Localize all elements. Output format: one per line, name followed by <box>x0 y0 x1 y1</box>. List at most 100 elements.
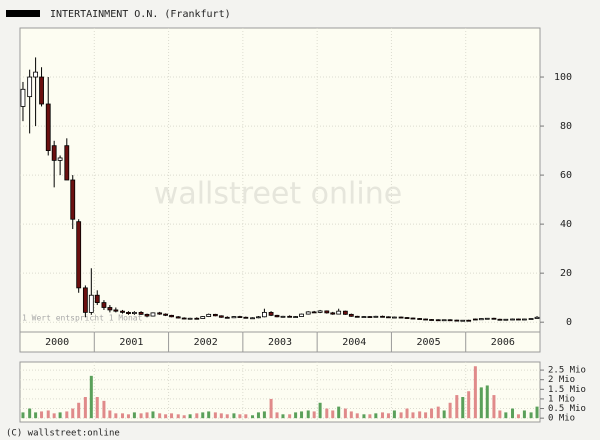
volume-bar <box>535 406 539 419</box>
volume-bar <box>461 397 465 419</box>
volume-tick-label: 2 Mio <box>548 375 575 385</box>
volume-tick-label: 1 Mio <box>548 394 575 404</box>
candle-body <box>287 315 293 318</box>
volume-bar <box>485 385 489 419</box>
volume-bar <box>46 410 50 419</box>
candle-body <box>348 313 354 317</box>
volume-bar <box>374 413 378 419</box>
volume-bar <box>281 414 285 419</box>
volume-bar <box>442 410 446 419</box>
y-tick-label: 80 <box>560 121 572 132</box>
candle-body <box>218 315 224 318</box>
footer: (C) wallstreet:online <box>6 429 120 439</box>
x-tick-label: 2000 <box>45 337 69 348</box>
x-tick-label: 2002 <box>194 337 218 348</box>
candle-body <box>150 312 156 317</box>
candle-body <box>491 317 497 320</box>
candle-body <box>194 317 200 320</box>
volume-bar <box>251 415 255 419</box>
volume-bar <box>164 414 168 419</box>
volume-bar <box>40 411 44 419</box>
candle-body <box>157 312 163 315</box>
candle-body <box>256 316 261 319</box>
legend-icon <box>6 10 40 17</box>
candle-body <box>131 311 137 315</box>
candle-body <box>200 316 206 319</box>
candle-body <box>82 287 88 313</box>
volume-bar <box>256 412 260 419</box>
volume-bar <box>52 413 56 419</box>
candle-body <box>20 88 26 107</box>
candle-body <box>187 317 193 320</box>
volume-bar <box>151 411 155 419</box>
volume-bar <box>232 413 236 419</box>
candle-body <box>503 318 509 321</box>
volume-bar <box>381 412 385 419</box>
y-tick-label: 0 <box>566 317 572 328</box>
volume-bar <box>89 375 93 419</box>
volume-bar <box>522 410 526 419</box>
candle-body <box>398 316 404 319</box>
y-tick-label: 20 <box>560 268 572 279</box>
volume-panel <box>19 361 541 423</box>
volume-bar <box>188 414 192 419</box>
volume-bar <box>145 412 149 419</box>
candle-body <box>39 76 44 105</box>
candle-body <box>94 294 100 303</box>
candle-body <box>175 316 181 319</box>
price-panel <box>19 27 541 333</box>
volume-bar <box>504 412 508 419</box>
x-tick-label: 2005 <box>417 337 441 348</box>
candle-body <box>484 317 490 320</box>
candle-body <box>534 316 540 319</box>
candle-body <box>305 311 311 315</box>
candle-body <box>435 319 441 322</box>
volume-bar <box>108 410 112 419</box>
volume-bar <box>436 406 440 419</box>
volume-bar <box>430 408 434 419</box>
x-tick-label: 2001 <box>119 337 143 348</box>
volume-bar <box>77 402 81 419</box>
candle-body <box>367 316 373 318</box>
candle-body <box>126 311 131 315</box>
candle-body <box>237 316 243 318</box>
volume-bar <box>83 397 87 419</box>
candle-body <box>107 307 113 311</box>
volume-bar <box>306 410 310 419</box>
y-tick-label: 40 <box>560 219 572 230</box>
volume-tick-label: 2.5 Mio <box>548 366 586 376</box>
volume-bar <box>34 412 38 419</box>
candle-body <box>317 310 323 313</box>
x-tick-label: 2004 <box>342 337 366 348</box>
volume-bar <box>325 408 329 419</box>
candle-body <box>478 318 484 321</box>
candle-body <box>386 316 391 319</box>
candle-body <box>522 318 527 321</box>
candle-body <box>231 316 237 319</box>
candle-body <box>243 316 249 319</box>
volume-bar <box>386 413 390 419</box>
watermark: wallstreet online <box>154 177 402 212</box>
volume-bar <box>479 387 483 419</box>
volume-bar <box>343 408 347 419</box>
volume-bar <box>121 413 125 419</box>
volume-bar <box>399 412 403 419</box>
volume-bar <box>170 413 174 419</box>
volume-bar <box>201 412 205 419</box>
volume-bar <box>95 397 99 419</box>
volume-bar <box>424 412 428 419</box>
volume-bar <box>225 414 229 419</box>
candle-body <box>293 316 299 318</box>
volume-bar <box>219 413 223 419</box>
candle-body <box>120 310 125 313</box>
volume-bar <box>244 414 248 419</box>
candle-body <box>101 302 107 308</box>
volume-bar <box>213 412 217 419</box>
candle-body <box>138 311 144 315</box>
volume-bar <box>392 410 396 419</box>
volume-tick-label: 0.5 Mio <box>548 404 586 414</box>
candle-body <box>417 318 423 320</box>
candle-body <box>311 311 317 314</box>
volume-bar <box>102 400 106 419</box>
